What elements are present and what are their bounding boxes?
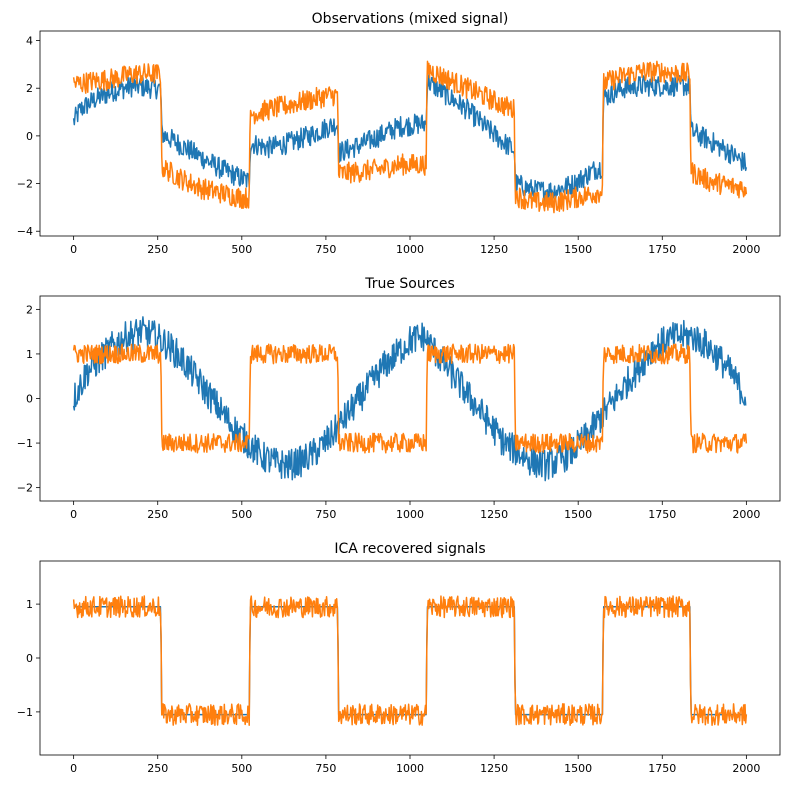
y-tick-label: 0 (26, 130, 33, 143)
chart-title: Observations (mixed signal) (312, 11, 509, 27)
y-tick-label: −2 (17, 482, 33, 495)
chart-panel-1: Observations (mixed signal) 0 250 500 750 100… (17, 11, 781, 256)
x-tick-label: 1250 (480, 243, 508, 256)
x-tick-label: 0 (70, 243, 77, 256)
x-tick-label: 250 (147, 508, 168, 521)
x-tick-label: 1750 (648, 508, 676, 521)
chart-title: ICA recovered signals (334, 541, 485, 557)
plot-area (72, 595, 748, 727)
y-tick-label: 0 (26, 393, 33, 406)
y-tick-label: 2 (26, 82, 33, 95)
panels: Observations (mixed signal)0 250 500 750 100… (17, 11, 781, 775)
x-tick-label: 750 (315, 508, 336, 521)
series-line-recovered-2 (72, 595, 748, 727)
y-tick-label: 2 (26, 303, 33, 316)
y-tick-label: −1 (17, 437, 33, 450)
series-line-source-1 (72, 316, 747, 482)
x-tick-label: 750 (315, 243, 336, 256)
series-line-observation-2 (72, 60, 748, 214)
x-tick-label: 0 (70, 508, 77, 521)
x-tick-label: 750 (315, 762, 336, 775)
x-tick-label: 1250 (480, 762, 508, 775)
y-tick-label: 4 (26, 35, 33, 48)
x-tick-label: 1500 (564, 762, 592, 775)
x-tick-label: 1000 (396, 508, 424, 521)
x-tick-label: 500 (231, 508, 252, 521)
y-tick-label: 1 (26, 598, 33, 611)
x-tick-label: 250 (147, 762, 168, 775)
x-tick-label: 1500 (564, 508, 592, 521)
x-tick-label: 1500 (564, 243, 592, 256)
x-tick-label: 1000 (396, 762, 424, 775)
y-tick-label: −4 (17, 225, 33, 238)
x-tick-label: 1750 (648, 762, 676, 775)
x-tick-label: 1000 (396, 243, 424, 256)
x-tick-label: 500 (231, 762, 252, 775)
y-tick-label: −1 (17, 706, 33, 719)
y-tick-label: −2 (17, 178, 33, 191)
x-tick-label: 500 (231, 243, 252, 256)
axes-frame (39, 560, 781, 756)
x-tick-label: 2000 (732, 243, 760, 256)
chart-title: True Sources (364, 276, 455, 292)
x-tick-label: 250 (147, 243, 168, 256)
x-tick-label: 0 (70, 762, 77, 775)
x-tick-label: 1250 (480, 508, 508, 521)
plot-area (72, 60, 748, 214)
y-tick-label: 1 (26, 348, 33, 361)
series-line-recovered-1 (73, 606, 747, 716)
series-line-source-2 (72, 343, 748, 454)
plot-area (72, 316, 748, 482)
x-tick-label: 2000 (732, 762, 760, 775)
series-line-observation-1 (72, 74, 748, 203)
x-tick-label: 2000 (732, 508, 760, 521)
y-tick-label: 0 (26, 652, 33, 665)
chart-panel-3: ICA recovered signals 0 250 500 750 1000 1250 1… (17, 541, 781, 775)
x-tick-label: 1750 (648, 243, 676, 256)
